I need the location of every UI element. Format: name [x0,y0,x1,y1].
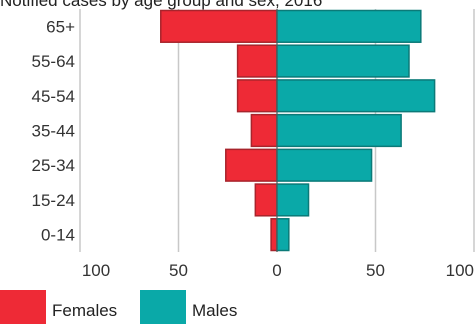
category-label-3: 35-44 [32,122,75,141]
chart-title: Notified cases by age group and sex, 201… [0,0,323,10]
category-label-0: 65+ [46,17,75,36]
bar-males-0 [276,9,422,43]
x-tick-label-4: 100 [446,261,474,280]
category-label-6: 0-14 [41,226,75,245]
bar-males-1 [276,44,410,78]
category-label-2: 45-54 [32,87,75,106]
x-tick-label-1: 50 [169,261,188,280]
category-label-5: 15-24 [32,191,75,210]
bar-males-6 [276,218,290,252]
legend-swatch-females [0,290,46,324]
bar-females-6 [270,218,278,252]
category-labels: 65+ 55-64 45-54 35-44 25-34 15-24 0-14 [32,17,76,244]
x-tick-label-2: 0 [272,261,281,280]
x-tick-label-3: 50 [366,261,385,280]
population-pyramid-chart: 65+ 55-64 45-54 35-44 25-34 15-24 0-14 100 50 0 5… [32,9,475,280]
bar-males-3 [276,113,402,148]
legend-label-males: Males [192,301,238,320]
x-tick-labels: 100 50 0 50 100 [82,261,474,280]
bar-males-4 [276,148,373,182]
bar-males-5 [276,183,310,217]
bars [160,9,436,252]
category-label-1: 55-64 [32,52,75,71]
legend-swatch-males [140,290,186,324]
bar-females-3 [250,113,278,148]
legend-label-females: Females [52,301,118,320]
bar-males-2 [276,79,436,113]
bar-females-4 [225,148,278,182]
bar-females-0 [160,9,278,43]
bar-females-2 [236,79,278,113]
bar-females-1 [236,44,278,78]
category-label-4: 25-34 [32,156,75,175]
bar-females-5 [254,183,278,217]
x-tick-label-0: 100 [82,261,110,280]
